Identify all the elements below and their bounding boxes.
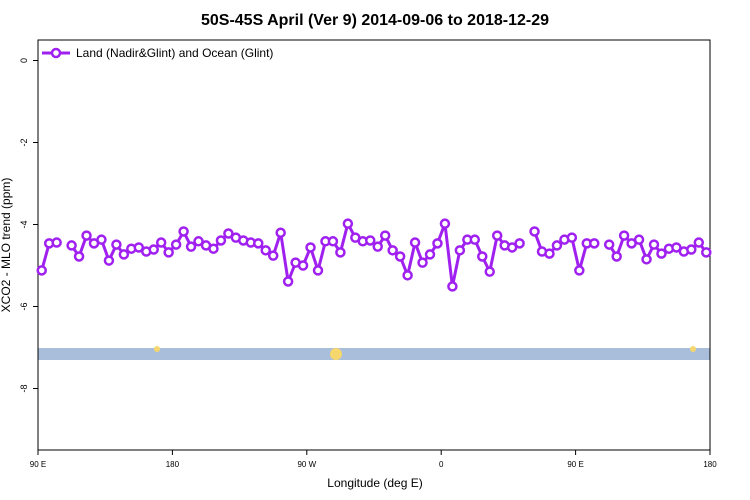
x-tick-label: 90 W bbox=[297, 460, 316, 469]
data-point bbox=[327, 236, 339, 247]
data-point bbox=[312, 265, 324, 276]
data-point bbox=[379, 230, 391, 241]
data-point bbox=[297, 260, 309, 271]
data-point bbox=[574, 265, 585, 276]
data-point bbox=[477, 251, 488, 262]
data-point bbox=[566, 232, 578, 243]
data-point bbox=[282, 276, 294, 287]
data-point bbox=[544, 248, 555, 259]
x-axis-label: Longitude (deg E) bbox=[327, 476, 422, 490]
data-point bbox=[603, 239, 615, 250]
y-tick-label: 0 bbox=[19, 58, 29, 63]
data-point bbox=[402, 270, 413, 281]
data-point bbox=[424, 249, 436, 260]
y-tick-label: -8 bbox=[19, 384, 29, 392]
data-point bbox=[118, 249, 130, 260]
land-spot bbox=[154, 346, 160, 352]
data-point bbox=[701, 247, 712, 258]
data-point bbox=[551, 240, 563, 251]
legend-marker bbox=[50, 47, 62, 59]
data-point bbox=[305, 242, 316, 253]
data-point bbox=[394, 251, 406, 262]
data-point bbox=[342, 218, 354, 229]
data-point bbox=[96, 234, 107, 245]
data-point bbox=[223, 228, 234, 239]
y-axis-label: XCO2 - MLO trend (ppm) bbox=[0, 178, 13, 313]
data-point bbox=[103, 255, 115, 266]
data-point bbox=[111, 239, 122, 250]
data-point bbox=[484, 266, 495, 277]
y-tick-label: -4 bbox=[19, 220, 29, 228]
data-point bbox=[506, 242, 518, 253]
land-spot bbox=[690, 346, 696, 352]
data-point bbox=[671, 242, 682, 253]
data-point bbox=[193, 236, 204, 247]
data-point bbox=[633, 234, 645, 245]
data-point bbox=[170, 239, 182, 250]
data-point bbox=[215, 235, 227, 246]
y-tick-label: -2 bbox=[19, 138, 29, 146]
data-point bbox=[417, 257, 428, 268]
data-point bbox=[387, 245, 398, 256]
data-point bbox=[335, 247, 346, 258]
data-point bbox=[454, 245, 466, 256]
data-point bbox=[148, 244, 159, 255]
data-point bbox=[656, 248, 667, 259]
x-tick-label: 90 E bbox=[30, 460, 46, 469]
chart-title: 50S-45S April (Ver 9) 2014-09-06 to 2018… bbox=[201, 12, 549, 29]
data-point bbox=[365, 235, 376, 246]
x-tick-label: 180 bbox=[703, 460, 717, 469]
data-point bbox=[514, 238, 525, 249]
data-point bbox=[641, 254, 652, 265]
data-point bbox=[81, 230, 92, 241]
data-point bbox=[253, 238, 264, 249]
data-point bbox=[66, 240, 77, 251]
y-tick-label: -6 bbox=[19, 302, 29, 310]
data-point bbox=[133, 242, 145, 253]
data-point bbox=[73, 251, 85, 262]
x-tick-label: 90 E bbox=[567, 460, 583, 469]
data-point bbox=[439, 218, 451, 229]
data-point bbox=[648, 239, 660, 250]
x-tick-label: 180 bbox=[166, 460, 180, 469]
data-point bbox=[267, 250, 279, 261]
land-spot bbox=[330, 348, 342, 360]
data-point bbox=[51, 237, 62, 248]
data-point bbox=[529, 226, 540, 237]
data-point bbox=[589, 238, 600, 249]
data-point bbox=[178, 226, 189, 237]
data-point bbox=[185, 241, 197, 252]
data-point bbox=[686, 244, 697, 255]
data-point bbox=[469, 234, 481, 245]
data-point bbox=[155, 237, 167, 248]
data-point bbox=[409, 237, 421, 248]
data-point bbox=[618, 230, 630, 241]
x-tick-label: 0 bbox=[439, 460, 444, 469]
data-point bbox=[36, 265, 47, 276]
data-line bbox=[40, 222, 708, 288]
data-point bbox=[611, 251, 622, 262]
data-point bbox=[432, 238, 443, 249]
plot-frame bbox=[37, 39, 711, 451]
data-point bbox=[693, 237, 705, 248]
data-point bbox=[447, 281, 458, 292]
data-point bbox=[208, 243, 219, 254]
data-point bbox=[275, 227, 286, 238]
land-ocean-band bbox=[38, 348, 710, 360]
data-point bbox=[163, 247, 174, 258]
data-point bbox=[372, 241, 383, 252]
data-point bbox=[260, 245, 271, 256]
legend-label: Land (Nadir&Glint) and Ocean (Glint) bbox=[76, 46, 273, 60]
data-point bbox=[491, 230, 503, 241]
